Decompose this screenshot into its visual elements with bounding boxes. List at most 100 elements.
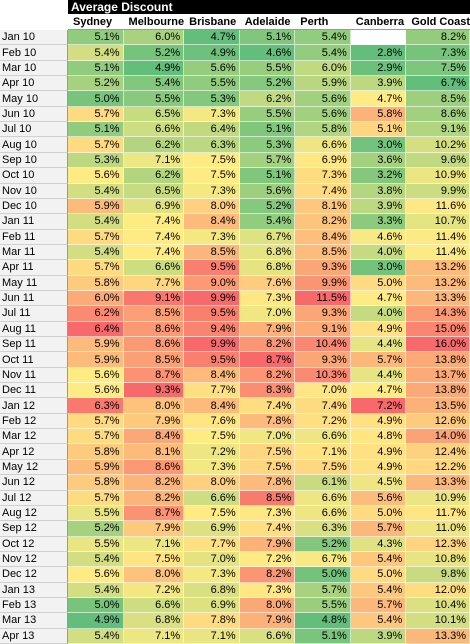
- value-cell: 6.0%: [123, 30, 185, 46]
- value-cell: 5.4%: [350, 613, 407, 629]
- value-cell: 7.2%: [239, 551, 296, 568]
- value-cell: 8.4%: [184, 214, 240, 230]
- value-cell: 7.2%: [123, 582, 185, 598]
- value-cell: 2.8%: [350, 45, 407, 61]
- value-cell: 9.3%: [295, 352, 351, 368]
- value-cell: 6.6%: [295, 429, 351, 445]
- value-cell: 5.5%: [123, 91, 185, 107]
- value-cell: 5.9%: [68, 352, 124, 368]
- value-cell: 5.2%: [68, 76, 124, 92]
- row-label: Jul 10: [0, 122, 68, 138]
- value-cell: 9.3%: [123, 383, 185, 399]
- row-label: May 11: [0, 275, 68, 291]
- value-cell: 7.5%: [239, 459, 296, 476]
- value-cell: 8.4%: [295, 229, 351, 245]
- value-cell: 6.8%: [184, 582, 240, 598]
- value-cell: 8.0%: [123, 398, 185, 414]
- value-cell: 5.5%: [239, 60, 296, 77]
- value-cell: 7.4%: [123, 229, 185, 245]
- value-cell: 7.3%: [295, 168, 351, 184]
- value-cell: 5.7%: [68, 429, 124, 445]
- value-cell: 5.6%: [239, 183, 296, 199]
- value-cell: 7.6%: [184, 413, 240, 430]
- value-cell: 9.5%: [184, 260, 240, 276]
- value-cell: 3.2%: [350, 168, 407, 184]
- value-cell: 7.1%: [184, 628, 240, 644]
- value-cell: 4.6%: [350, 229, 407, 245]
- row-label: Sep 11: [0, 337, 68, 353]
- value-cell: 5.4%: [123, 76, 185, 92]
- value-cell: 5.7%: [68, 260, 124, 276]
- value-cell: 5.2%: [239, 198, 296, 215]
- value-cell: 5.4%: [68, 244, 124, 261]
- value-cell: 6.6%: [295, 137, 351, 153]
- value-cell: 3.8%: [350, 183, 407, 199]
- value-cell: 5.2%: [295, 536, 351, 552]
- value-cell: 5.6%: [295, 91, 351, 107]
- value-cell: 10.4%: [406, 597, 470, 614]
- value-cell: 6.7%: [295, 551, 351, 568]
- row-label: Jul 11: [0, 306, 68, 322]
- value-cell: 10.3%: [295, 367, 351, 384]
- value-cell: 8.7%: [123, 367, 185, 384]
- value-cell: 4.5%: [350, 475, 407, 491]
- value-cell: 11.7%: [406, 505, 470, 522]
- row-label: Jun 11: [0, 290, 68, 307]
- value-cell: 4.6%: [239, 45, 296, 61]
- value-cell: 9.6%: [406, 152, 470, 169]
- value-cell: 8.0%: [123, 567, 185, 583]
- value-cell: 6.2%: [123, 137, 185, 153]
- value-cell: 7.4%: [239, 521, 296, 537]
- value-cell: 8.5%: [123, 352, 185, 368]
- value-cell: 5.0%: [350, 567, 407, 583]
- value-cell: 8.3%: [239, 383, 296, 399]
- row-label: Mar 12: [0, 429, 68, 445]
- value-cell: 8.1%: [123, 444, 185, 460]
- value-cell: 4.4%: [350, 367, 407, 384]
- value-cell: 8.4%: [123, 429, 185, 445]
- value-cell: 6.6%: [295, 490, 351, 506]
- value-cell: 8.7%: [123, 505, 185, 522]
- value-cell: 6.5%: [123, 183, 185, 199]
- value-cell: 10.9%: [406, 168, 470, 184]
- value-cell: 7.1%: [123, 628, 185, 644]
- value-cell: 4.4%: [350, 337, 407, 353]
- value-cell: 7.3%: [184, 229, 240, 245]
- value-cell: 11.4%: [406, 244, 470, 261]
- value-cell: 5.7%: [68, 490, 124, 506]
- value-cell: 6.0%: [68, 290, 124, 307]
- row-label: Jul 12: [0, 490, 68, 506]
- value-cell: 8.4%: [184, 367, 240, 384]
- value-cell: 8.7%: [239, 352, 296, 368]
- value-cell: 6.7%: [406, 76, 470, 92]
- value-cell: 6.6%: [123, 260, 185, 276]
- value-cell: 6.9%: [184, 597, 240, 614]
- row-label: Aug 11: [0, 321, 68, 337]
- column-header: Perth: [295, 14, 351, 30]
- value-cell: 5.2%: [239, 76, 296, 92]
- value-cell: 8.2%: [239, 337, 296, 353]
- value-cell: 4.9%: [350, 413, 407, 430]
- value-cell: 3.3%: [350, 214, 407, 230]
- value-cell: 5.9%: [68, 198, 124, 215]
- value-cell: 7.2%: [350, 398, 407, 414]
- value-cell: 5.8%: [68, 444, 124, 460]
- value-cell: 9.9%: [295, 275, 351, 291]
- column-header: Melbourne: [123, 14, 185, 30]
- value-cell: 6.6%: [184, 490, 240, 506]
- row-label: May 10: [0, 91, 68, 107]
- empty-cell: [350, 30, 407, 46]
- value-cell: 6.3%: [68, 398, 124, 414]
- value-cell: 7.8%: [239, 413, 296, 430]
- value-cell: 14.0%: [406, 429, 470, 445]
- value-cell: 8.6%: [406, 106, 470, 123]
- value-cell: 8.2%: [239, 367, 296, 384]
- value-cell: 13.7%: [406, 367, 470, 384]
- value-cell: 6.5%: [123, 106, 185, 123]
- row-label: Apr 12: [0, 444, 68, 460]
- value-cell: 7.9%: [239, 613, 296, 629]
- value-cell: 4.0%: [350, 306, 407, 322]
- value-cell: 7.3%: [406, 45, 470, 61]
- value-cell: 7.3%: [184, 106, 240, 123]
- value-cell: 5.0%: [68, 597, 124, 614]
